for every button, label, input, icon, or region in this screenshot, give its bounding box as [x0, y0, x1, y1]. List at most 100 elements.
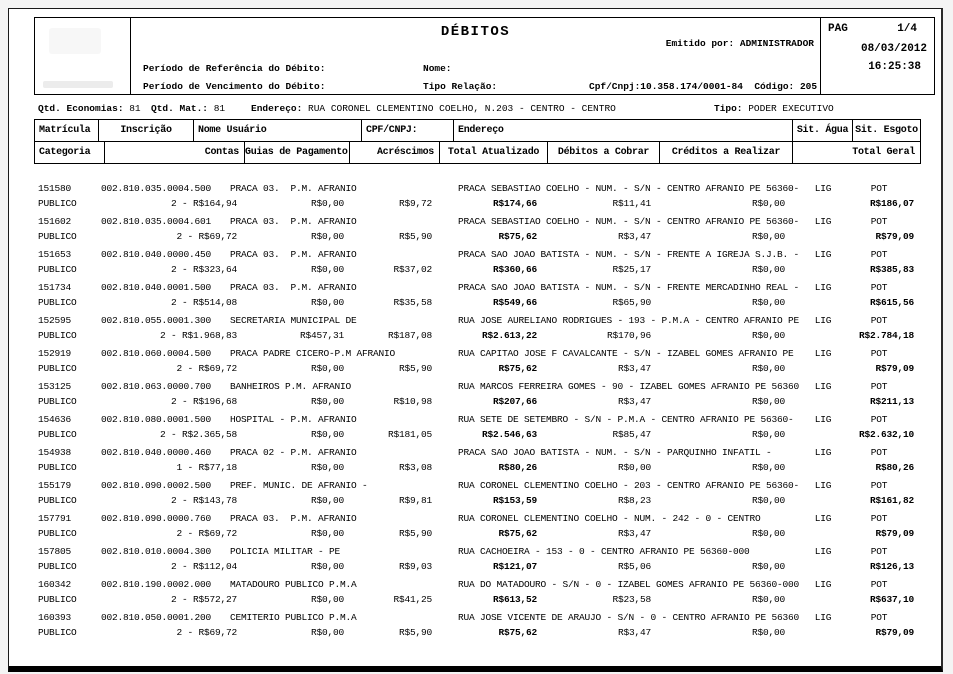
table-row: 155179 002.810.090.0002.500 PREF. MUNIC.… — [34, 478, 921, 508]
cell-creditos-realizar: R$0,00 — [751, 198, 785, 209]
cell-guias-pagamento: R$0,00 — [310, 264, 344, 275]
cell-total-atualizado: R$360,66 — [492, 264, 537, 275]
table-header-row-1: Matrícula Inscrição Nome Usuário CPF/CNP… — [35, 120, 920, 142]
table-row: 152595 002.810.055.0001.300 SECRETARIA M… — [34, 313, 921, 343]
tipo-value: PODER EXECUTIVO — [748, 103, 834, 114]
cell-total-geral: R$637,10 — [869, 594, 914, 605]
col-nome-usuario: Nome Usuário — [194, 120, 362, 141]
cell-contas: 2 - R$196,68 — [170, 396, 237, 407]
cell-sit-agua: LIG — [814, 183, 832, 194]
cell-sit-agua: LIG — [814, 249, 832, 260]
cell-matricula: 160342 — [38, 579, 72, 590]
cell-total-geral: R$79,09 — [875, 363, 914, 374]
cell-contas: 2 - R$1.968,83 — [159, 330, 237, 341]
cell-contas: 2 - R$112,04 — [170, 561, 237, 572]
cell-total-atualizado: R$174,66 — [492, 198, 537, 209]
table-row: 157805 002.810.010.0004.300 POLICIA MILI… — [34, 544, 921, 574]
cell-acrescimos: R$35,58 — [393, 297, 432, 308]
cell-debitos-cobrar: R$0,00 — [617, 462, 651, 473]
cell-contas: 2 - R$572,27 — [170, 594, 237, 605]
cell-sit-esgoto: POT — [870, 546, 888, 557]
cell-creditos-realizar: R$0,00 — [751, 330, 785, 341]
cell-matricula: 160393 — [38, 612, 72, 623]
cell-inscricao: 002.810.090.0000.760 — [101, 513, 212, 524]
cell-sit-esgoto: POT — [870, 381, 888, 392]
cell-guias-pagamento: R$0,00 — [310, 429, 344, 440]
cell-sit-esgoto: POT — [870, 249, 888, 260]
cell-nome-usuario: PRACA 03. P.M. AFRANIO — [230, 282, 357, 293]
cell-total-geral: R$615,56 — [869, 297, 914, 308]
cell-endereco: PRACA SAO JOAO BATISTA - NUM. - S/N - FR… — [458, 282, 800, 293]
cell-endereco: RUA JOSE VICENTE DE ARAUJO - S/N - 0 - C… — [458, 612, 800, 623]
cell-guias-pagamento: R$0,00 — [310, 462, 344, 473]
cell-sit-agua: LIG — [814, 447, 832, 458]
cell-nome-usuario: PRACA 03. P.M. AFRANIO — [230, 249, 357, 260]
cell-inscricao: 002.810.055.0001.300 — [101, 315, 212, 326]
qtd-economias: Qtd. Economias: 81 — [38, 103, 141, 114]
cell-acrescimos: R$10,98 — [393, 396, 432, 407]
endereco-label: Endereço: — [251, 103, 303, 114]
cell-total-atualizado: R$2.546,63 — [481, 429, 537, 440]
cell-acrescimos: R$9,81 — [398, 495, 432, 506]
cell-creditos-realizar: R$0,00 — [751, 627, 785, 638]
col-total-geral: Total Geral — [852, 147, 915, 158]
cell-inscricao: 002.810.050.0001.200 — [101, 612, 212, 623]
cell-debitos-cobrar: R$3,47 — [617, 528, 651, 539]
cell-contas: 2 - R$69,72 — [176, 627, 237, 638]
col-creditos-realizar: Créditos a Realizar — [660, 142, 793, 163]
col-total-atualizado: Total Atualizado — [440, 142, 548, 163]
cell-categoria: PUBLICO — [38, 297, 77, 308]
cell-categoria: PUBLICO — [38, 198, 77, 209]
cell-creditos-realizar: R$0,00 — [751, 231, 785, 242]
cell-matricula: 155179 — [38, 480, 72, 491]
cell-sit-agua: LIG — [814, 381, 832, 392]
cell-total-geral: R$2.632,10 — [858, 429, 914, 440]
cell-nome-usuario: PRACA PADRE CICERO-P.M AFRANIO — [230, 348, 396, 359]
endereco-value: RUA CORONEL CLEMENTINO COELHO, N.203 - C… — [308, 103, 616, 114]
cell-inscricao: 002.810.190.0002.000 — [101, 579, 212, 590]
col-inscricao: Inscrição — [99, 120, 194, 141]
cell-sit-esgoto: POT — [870, 612, 888, 623]
cell-guias-pagamento: R$0,00 — [310, 231, 344, 242]
cell-total-geral: R$161,82 — [869, 495, 914, 506]
cell-acrescimos: R$5,90 — [398, 528, 432, 539]
col-debitos-cobrar: Débitos a Cobrar — [548, 142, 660, 163]
cell-total-geral: R$80,26 — [875, 462, 914, 473]
cell-guias-pagamento: R$0,00 — [310, 627, 344, 638]
cell-inscricao: 002.810.035.0004.500 — [101, 183, 212, 194]
cell-acrescimos: R$5,90 — [398, 627, 432, 638]
periodo-vencimento-label: Período de Vencimento do Débito: — [143, 81, 326, 92]
qtd-mat-label: Qtd. Mat.: — [151, 103, 209, 114]
cell-total-geral: R$79,09 — [875, 627, 914, 638]
cell-acrescimos: R$5,90 — [398, 231, 432, 242]
cell-endereco: PRACA SAO JOAO BATISTA - NUM. - S/N - FR… — [458, 249, 800, 260]
cell-acrescimos: R$181,05 — [387, 429, 432, 440]
cell-inscricao: 002.810.035.0004.601 — [101, 216, 212, 227]
cell-endereco: RUA CORONEL CLEMENTINO COELHO - NUM. - 2… — [458, 513, 761, 524]
table-row: 151734 002.810.040.0001.500 PRACA 03. P.… — [34, 280, 921, 310]
cell-matricula: 157791 — [38, 513, 72, 524]
cell-guias-pagamento: R$0,00 — [310, 594, 344, 605]
cell-inscricao: 002.810.040.0001.500 — [101, 282, 212, 293]
col-sit-agua: Sit. Água — [793, 120, 853, 141]
cell-sit-esgoto: POT — [870, 216, 888, 227]
table-row: 151602 002.810.035.0004.601 PRACA 03. P.… — [34, 214, 921, 244]
table-row: 154938 002.810.040.0000.460 PRACA 02 - P… — [34, 445, 921, 475]
cell-debitos-cobrar: R$25,17 — [612, 264, 651, 275]
col-contas: Contas — [105, 142, 245, 163]
cell-sit-agua: LIG — [814, 216, 832, 227]
cell-total-atualizado: R$80,26 — [498, 462, 537, 473]
cell-nome-usuario: PREF. MUNIC. DE AFRANIO - — [230, 480, 368, 491]
cell-sit-esgoto: POT — [870, 414, 888, 425]
col-acrescimos: Acréscimos — [350, 142, 440, 163]
qtd-mat: Qtd. Mat.: 81 — [151, 103, 225, 114]
table-row: 151653 002.810.040.0000.450 PRACA 03. P.… — [34, 247, 921, 277]
cell-debitos-cobrar: R$5,06 — [617, 561, 651, 572]
cell-contas: 2 - R$143,78 — [170, 495, 237, 506]
qtd-economias-value: 81 — [129, 103, 141, 114]
cell-endereco: RUA MARCOS FERREIRA GOMES - 90 - IZABEL … — [458, 381, 800, 392]
cell-categoria: PUBLICO — [38, 528, 77, 539]
page-line: PAG 1/4 — [821, 23, 935, 35]
emitted-by-label: Emitido por: — [665, 38, 735, 49]
cell-contas: 1 - R$77,18 — [176, 462, 237, 473]
